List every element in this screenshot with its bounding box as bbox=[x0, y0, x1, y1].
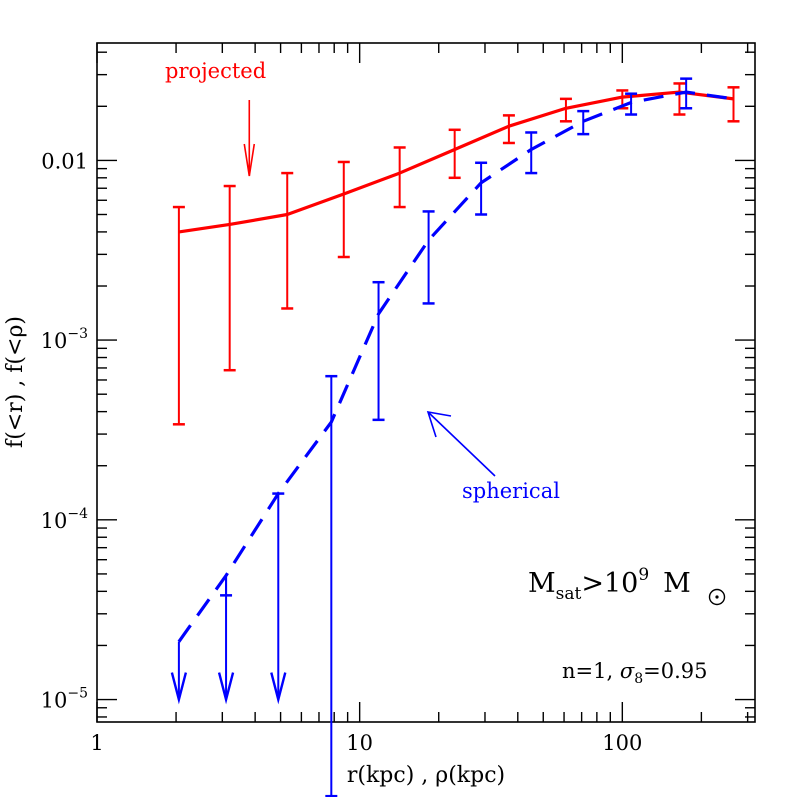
series-line-spherical bbox=[177, 90, 734, 643]
msat-exp: 9 bbox=[638, 565, 649, 585]
msat-gt: >10 bbox=[581, 568, 638, 599]
spherical-label: spherical bbox=[462, 479, 560, 503]
y-tick-label-exp: −5 bbox=[67, 686, 88, 702]
series-spherical bbox=[170, 77, 734, 797]
upper-limit-arrow bbox=[170, 672, 188, 705]
params-sigma-sub: 8 bbox=[634, 671, 643, 687]
y-axis-label: f(<r) , f(<ρ) bbox=[3, 316, 28, 448]
msat-sub: sat bbox=[556, 584, 582, 604]
y-tick-label-base: 10 bbox=[41, 329, 68, 353]
y-tick-label-base: 10 bbox=[41, 509, 68, 533]
y-tick-label: 10−3 bbox=[41, 326, 88, 353]
msat-annotation: Msat>109 M bbox=[528, 565, 691, 604]
spherical-arrowhead bbox=[426, 410, 452, 438]
msat-msun: M bbox=[663, 568, 691, 599]
y-tick-label: 0.01 bbox=[41, 149, 88, 173]
x-axis-label: r(kpc) , ρ(kpc) bbox=[347, 763, 505, 788]
axis-ticks bbox=[96, 43, 755, 722]
series-layer bbox=[170, 77, 740, 797]
y-tick-label-exp: −4 bbox=[67, 506, 88, 522]
params-sigma: σ bbox=[620, 659, 635, 683]
y-tick-label: 10−4 bbox=[41, 506, 88, 533]
spherical-arrow bbox=[427, 411, 496, 477]
y-tick-label-exp: −3 bbox=[67, 326, 88, 342]
sun-symbol-icon bbox=[708, 588, 726, 606]
y-tick-label: 10−5 bbox=[41, 686, 88, 713]
upper-limit-arrow bbox=[217, 672, 235, 705]
plot-frame bbox=[96, 42, 756, 723]
upper-limit-arrow bbox=[270, 672, 287, 705]
series-projected bbox=[172, 82, 740, 426]
y-tick-label-base: 10 bbox=[41, 689, 68, 713]
x-tick-label: 10 bbox=[346, 731, 373, 755]
projected-arrowhead bbox=[243, 143, 256, 177]
params-annotation: n=1, σ8=0.95 bbox=[562, 659, 707, 687]
x-tick-label: 1 bbox=[90, 731, 103, 755]
projected-label: projected bbox=[165, 59, 266, 83]
params-value: =0.95 bbox=[643, 659, 707, 683]
params-n: n=1, bbox=[562, 659, 620, 683]
x-tick-label: 100 bbox=[602, 731, 642, 755]
msat-m: M bbox=[528, 568, 556, 599]
